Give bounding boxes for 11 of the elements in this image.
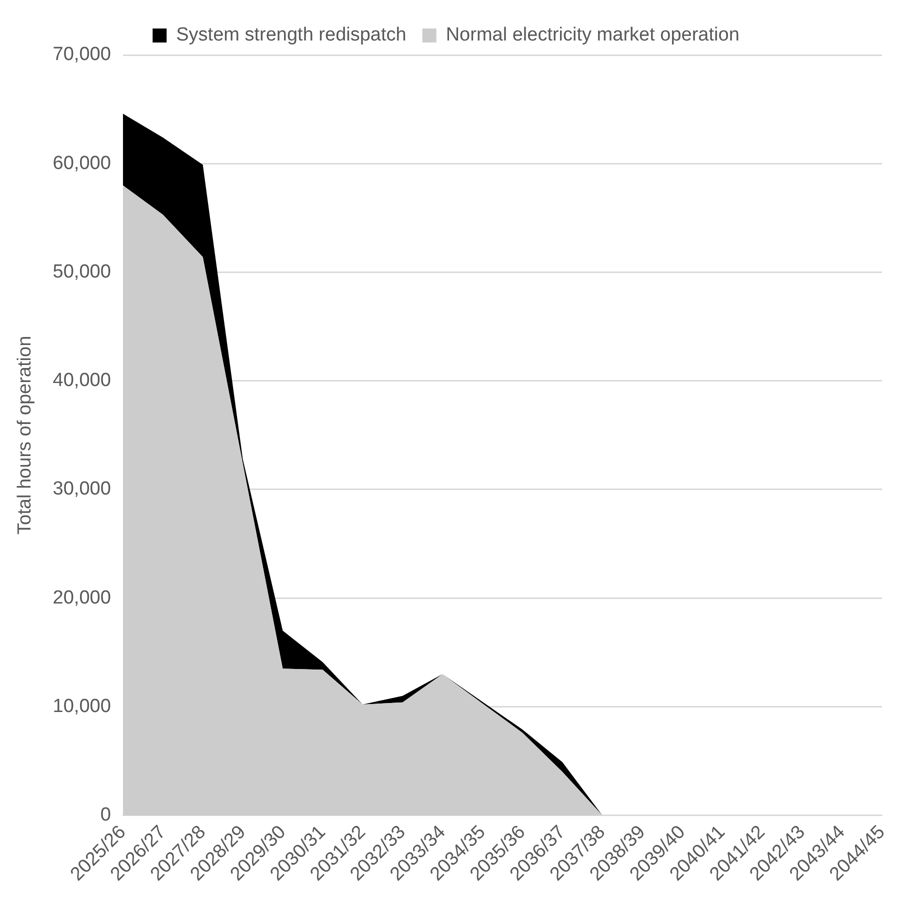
legend-label: Normal electricity market operation (446, 24, 740, 46)
y-tick-label: 10,000 (52, 696, 111, 717)
y-tick-label: 40,000 (52, 370, 111, 392)
y-tick-label: 0 (100, 804, 111, 826)
y-tick-label: 50,000 (52, 261, 111, 282)
y-tick-label: 30,000 (52, 478, 111, 500)
y-tick-label: 20,000 (52, 587, 111, 608)
y-tick-label: 70,000 (52, 44, 111, 66)
y-tick-label: 60,000 (52, 152, 111, 174)
y-axis-title: Total hours of operation (14, 336, 36, 534)
legend-label: System strength redispatch (176, 24, 406, 46)
